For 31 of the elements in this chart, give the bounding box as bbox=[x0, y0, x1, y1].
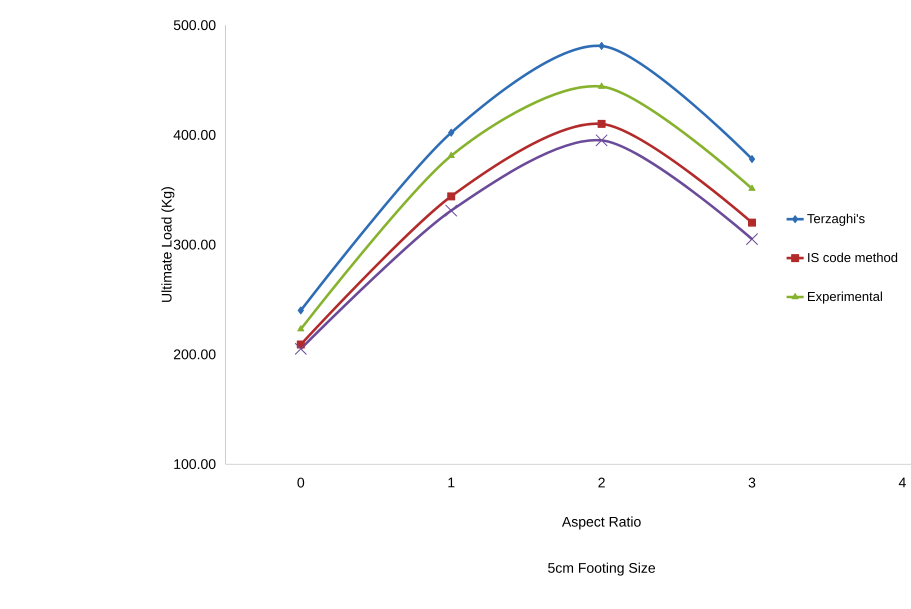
x-tick-label: 2 bbox=[598, 478, 605, 488]
y-axis-title: Ultimate Load (Kg) bbox=[161, 187, 174, 302]
legend-label: IS code method bbox=[808, 252, 898, 262]
legend-label: Experimental bbox=[808, 292, 882, 304]
point bbox=[748, 155, 756, 164]
point bbox=[595, 134, 608, 147]
point bbox=[445, 204, 458, 217]
point bbox=[447, 192, 456, 200]
y-tick-label: 400.00 bbox=[174, 130, 216, 140]
y-tick-label: 300.00 bbox=[174, 240, 216, 250]
point bbox=[598, 82, 606, 89]
point bbox=[448, 128, 454, 137]
point bbox=[598, 120, 606, 128]
point bbox=[746, 232, 758, 246]
point bbox=[294, 342, 307, 356]
y-tick-label: 100.00 bbox=[174, 459, 216, 470]
point bbox=[448, 152, 455, 158]
x-tick-label: 4 bbox=[898, 478, 906, 488]
x-tick-label: 1 bbox=[448, 478, 454, 488]
legend-label: Terzaghi's bbox=[807, 214, 865, 226]
x-tick-label: 3 bbox=[748, 478, 756, 488]
x-tick-label: 0 bbox=[297, 478, 304, 488]
point bbox=[598, 42, 605, 50]
point bbox=[748, 218, 756, 227]
point bbox=[748, 184, 756, 191]
point bbox=[298, 306, 304, 314]
x-axis-title: Aspect Ratio bbox=[562, 516, 641, 530]
point bbox=[297, 325, 304, 332]
y-tick-label: 500.00 bbox=[174, 20, 216, 30]
y-tick-label: 200.00 bbox=[174, 349, 216, 360]
text: 5cm Footing Size bbox=[548, 562, 656, 576]
